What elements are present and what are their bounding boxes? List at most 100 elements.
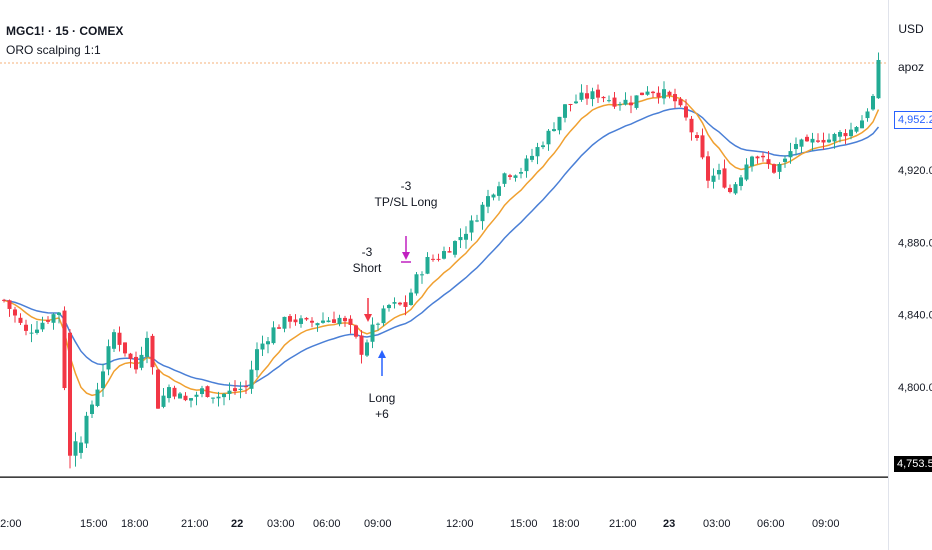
candle — [134, 351, 138, 374]
candle-body — [590, 91, 595, 100]
candle — [392, 297, 397, 309]
candle-body — [172, 387, 177, 397]
candle — [530, 148, 534, 163]
candle-body — [156, 369, 160, 409]
candle — [783, 155, 787, 168]
candle — [106, 339, 111, 376]
candle-body — [310, 320, 314, 323]
candle-body — [40, 322, 45, 330]
x-tick-label: 06:00 — [313, 518, 341, 530]
candle — [326, 316, 331, 323]
candle — [101, 363, 105, 397]
candle-body — [315, 323, 320, 326]
candle — [475, 214, 479, 223]
candle — [46, 316, 50, 324]
candle-body — [227, 390, 232, 394]
candle-body — [849, 129, 853, 137]
candle — [656, 86, 661, 104]
candle-body — [101, 371, 105, 389]
candle-body — [266, 341, 270, 345]
candle — [172, 385, 177, 400]
candle-body — [865, 111, 870, 119]
candle — [508, 173, 512, 180]
candle-body — [431, 258, 435, 260]
hline-price-badge: 4,753.5 — [894, 456, 932, 472]
candle-body — [90, 404, 94, 414]
candle-body — [783, 158, 787, 162]
candle — [590, 87, 595, 107]
candle — [480, 202, 485, 230]
candle — [183, 392, 188, 402]
candle-body — [805, 136, 809, 142]
candle — [552, 122, 556, 132]
candle — [376, 322, 380, 331]
x-tick-label: 03:00 — [267, 518, 295, 530]
candle — [266, 337, 270, 354]
candle-body — [673, 94, 677, 102]
candle-body — [282, 316, 287, 329]
candle — [288, 313, 292, 329]
candle — [260, 335, 265, 357]
candle-body — [337, 317, 342, 325]
candle — [662, 81, 666, 105]
candle — [728, 184, 732, 194]
x-tick-label: 06:00 — [757, 518, 785, 530]
candle — [684, 99, 688, 121]
candle-body — [524, 158, 529, 172]
candle — [678, 97, 683, 107]
x-tick-label: 21:00 — [609, 518, 637, 530]
candle — [233, 380, 237, 395]
candle — [557, 116, 562, 135]
candle-body — [189, 398, 193, 401]
x-tick-label: 09:00 — [364, 518, 392, 530]
y-tick-label: 4,840.0 — [898, 310, 932, 322]
x-tick-label: 18:00 — [552, 518, 580, 530]
candle-body — [57, 312, 61, 315]
candle — [211, 397, 215, 404]
candle — [244, 380, 248, 395]
candle — [601, 96, 606, 103]
candle-body — [491, 194, 496, 198]
candle — [145, 331, 149, 364]
candle — [178, 392, 182, 399]
candle-body — [24, 324, 28, 331]
candle — [541, 141, 545, 150]
candle — [810, 132, 815, 151]
candle-body — [420, 274, 424, 276]
candle — [519, 167, 523, 179]
candle — [95, 382, 100, 408]
candle — [871, 93, 875, 111]
candle — [293, 314, 298, 326]
candle-body — [194, 394, 199, 397]
candle — [706, 151, 710, 189]
y-tick-label: 4,920.0 — [898, 165, 932, 177]
candle — [436, 253, 441, 262]
short-value: -3 — [361, 245, 373, 259]
currency-label[interactable]: USD — [898, 22, 924, 36]
candle — [832, 132, 837, 149]
candle — [865, 108, 870, 122]
candle — [255, 342, 259, 378]
candle-body — [293, 319, 298, 323]
candle-body — [788, 151, 793, 158]
indicator-name[interactable]: ORO scalping 1:1 — [6, 43, 101, 57]
candle — [359, 330, 364, 364]
candle — [667, 90, 672, 99]
x-tick-label: 15:00 — [510, 518, 538, 530]
candle — [381, 305, 386, 327]
candle — [150, 333, 155, 375]
candle — [431, 254, 435, 262]
candle — [84, 411, 89, 448]
candle — [18, 313, 23, 326]
candle-body — [398, 302, 402, 305]
candle-body — [546, 130, 551, 145]
candle-body — [123, 342, 127, 354]
candle-body — [150, 335, 155, 368]
symbol-title[interactable]: MGC1! · 15 · COMEX — [6, 24, 124, 38]
candle — [57, 311, 61, 324]
x-tick-label: 23 — [663, 518, 675, 530]
candle-body — [304, 317, 309, 320]
candle — [629, 95, 633, 114]
